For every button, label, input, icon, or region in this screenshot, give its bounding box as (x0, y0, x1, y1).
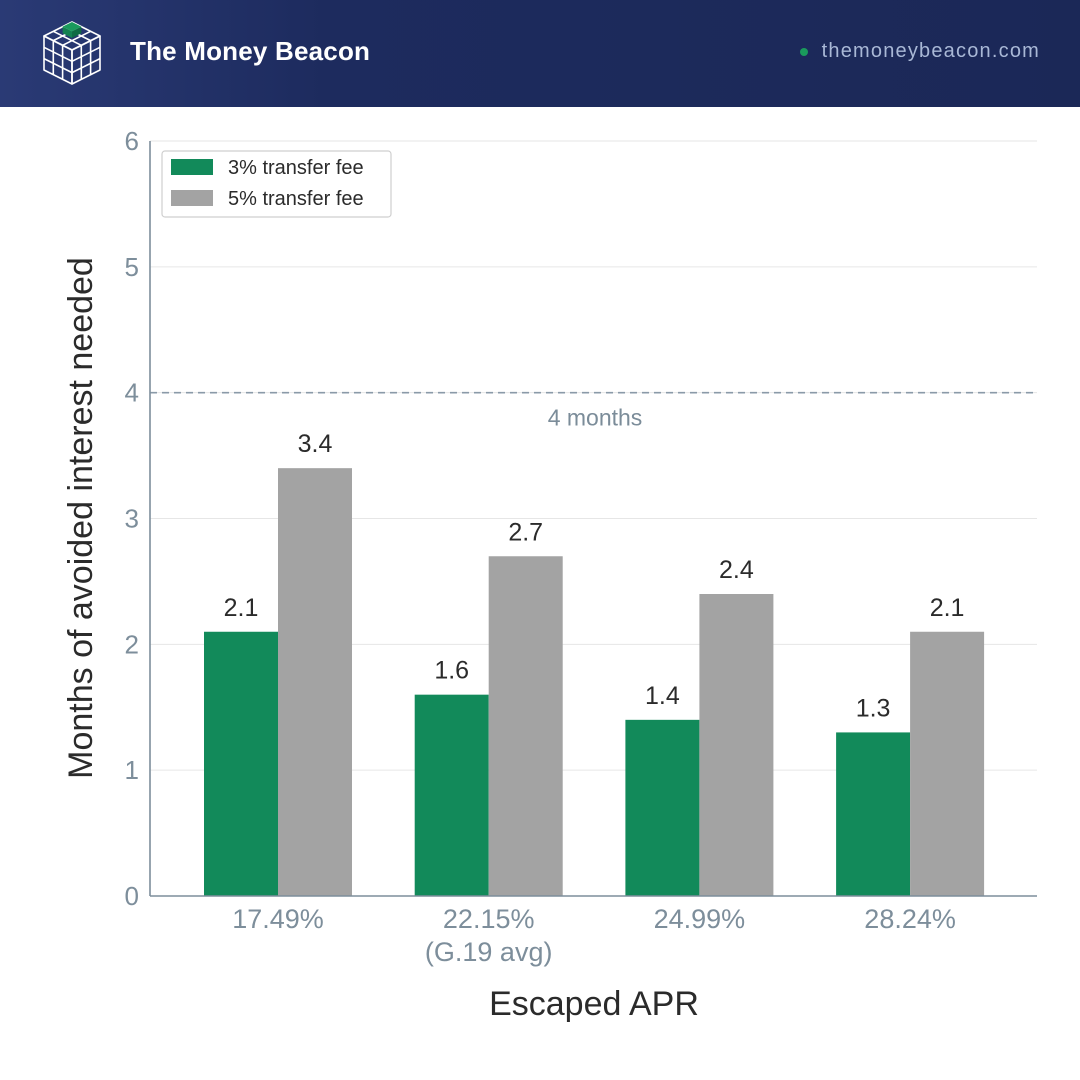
y-axis-title: Months of avoided interest needed (62, 257, 100, 779)
bar (414, 694, 489, 896)
y-tick-label: 4 (125, 378, 139, 408)
x-tick-label: (G.19 avg) (425, 937, 553, 967)
x-tick-label: 22.15% (443, 904, 535, 934)
x-axis-title: Escaped APR (489, 985, 699, 1023)
data-label: 2.1 (930, 594, 965, 622)
y-tick-label: 6 (125, 126, 139, 156)
y-tick-label: 0 (125, 881, 139, 911)
bar (625, 719, 700, 896)
cube-grid-icon (43, 21, 101, 85)
x-tick-label: 28.24% (864, 904, 956, 934)
reference-line-label: 4 months (548, 405, 643, 431)
bar-chart: 4 months 2.1 1.6 1.4 1.3 3.4 2.7 2.4 2.1 0 1 2 3 4 5 6 1… (62, 126, 1037, 1023)
x-tick-label: 24.99% (654, 904, 746, 934)
status-dot-icon (799, 47, 808, 56)
legend-swatch (171, 159, 213, 175)
x-tick-label: 17.49% (232, 904, 324, 934)
data-label: 1.6 (434, 657, 469, 685)
bar (910, 631, 985, 896)
bar (204, 631, 278, 896)
brand-name: The Money Beacon (130, 36, 371, 66)
site-url[interactable]: themoneybeacon.com (799, 40, 1040, 63)
bar (488, 556, 563, 896)
legend-label: 5% transfer fee (228, 188, 364, 210)
data-label: 1.4 (645, 682, 680, 710)
y-tick-label: 1 (125, 755, 139, 785)
y-tick-label: 5 (125, 252, 139, 282)
bar (699, 594, 774, 896)
data-label: 3.4 (298, 430, 333, 458)
data-label: 2.1 (224, 594, 259, 622)
data-label: 2.7 (508, 518, 543, 546)
legend-box (161, 150, 392, 218)
bar (278, 468, 352, 896)
y-tick-label: 3 (125, 504, 139, 534)
bar (836, 732, 911, 896)
legend-swatch (171, 190, 213, 206)
legend-label: 3% transfer fee (228, 157, 364, 179)
y-tick-label: 2 (125, 629, 139, 659)
header-bar: The Money Beacon themoneybeacon.com (0, 0, 1080, 107)
data-label: 1.3 (856, 694, 891, 722)
data-label: 2.4 (719, 556, 754, 584)
site-url-text: themoneybeacon.com (821, 40, 1040, 62)
